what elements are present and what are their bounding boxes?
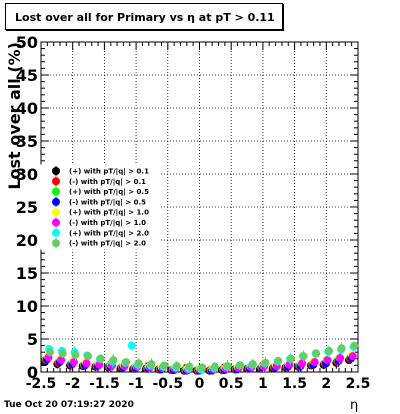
y-tick-label: 5	[27, 330, 38, 349]
y-tick-label: 15	[16, 264, 38, 283]
data-point	[248, 360, 257, 369]
y-tick-label: 35	[16, 132, 38, 151]
data-point	[46, 348, 55, 357]
x-tick-label: 2.5	[346, 376, 371, 392]
x-axis-symbol: η	[350, 398, 359, 413]
x-tick-label: -0.5	[152, 376, 183, 392]
chart-title: Lost over all for Primary vs η at pT > 0…	[15, 11, 275, 24]
data-point	[147, 360, 156, 369]
legend-label: (-) with pT/|q| > 1.0	[69, 219, 146, 228]
x-tick-label: -1.5	[89, 376, 120, 392]
data-point	[223, 362, 232, 371]
chart-title-box: Lost over all for Primary vs η at pT > 0…	[5, 3, 283, 30]
data-point	[57, 356, 66, 365]
data-point	[299, 352, 308, 361]
y-tick-label: 50	[16, 33, 38, 52]
legend-label: (+) with pT/|q| > 0.1	[69, 168, 149, 177]
data-points	[40, 341, 359, 375]
legend-label: (+) with pT/|q| > 0.5	[69, 188, 149, 197]
legend-label: (-) with pT/|q| > 2.0	[69, 240, 146, 249]
y-tick-label: 30	[16, 165, 38, 184]
data-point	[310, 358, 319, 367]
data-point	[58, 349, 67, 358]
timestamp: Tue Oct 20 07:19:27 2020	[4, 400, 134, 410]
x-tick-label: -2.5	[26, 376, 57, 392]
data-point	[323, 356, 332, 365]
data-point	[198, 363, 207, 372]
y-axis-title: Lost over all (%)	[5, 42, 24, 190]
data-point	[236, 361, 245, 370]
data-point	[69, 358, 78, 367]
x-tick-label: 0.5	[219, 376, 244, 392]
data-point	[350, 341, 359, 350]
legend-label: (-) with pT/|q| > 0.1	[69, 178, 146, 187]
data-point	[210, 362, 219, 371]
data-point	[84, 352, 93, 361]
y-tick-label: 10	[16, 297, 38, 316]
y-tick-label: 40	[16, 99, 38, 118]
data-point	[286, 354, 295, 363]
legend-box	[39, 164, 161, 250]
x-tick-label: 1	[258, 376, 268, 392]
x-tick-label: -2	[65, 376, 81, 392]
data-point	[71, 350, 80, 359]
y-tick-label: 0	[27, 363, 38, 382]
y-tick-label: 25	[16, 198, 38, 217]
data-point	[348, 352, 357, 361]
data-point	[274, 356, 283, 365]
data-point	[127, 341, 136, 350]
data-point	[324, 346, 333, 355]
y-tick-label: 45	[16, 66, 38, 85]
data-point	[298, 359, 307, 368]
x-tick-label: -1	[128, 376, 144, 392]
data-point	[312, 349, 321, 358]
x-tick-label: 2	[321, 376, 331, 392]
data-point	[82, 359, 91, 368]
data-point	[337, 344, 346, 353]
y-tick-label: 20	[16, 231, 38, 250]
data-point	[109, 356, 118, 365]
legend-label: (-) with pT/|q| > 0.5	[69, 198, 146, 207]
data-point	[122, 358, 131, 367]
data-point	[261, 358, 270, 367]
legend-label: (+) with pT/|q| > 2.0	[69, 229, 149, 238]
legend-label: (+) with pT/|q| > 1.0	[69, 209, 149, 218]
data-point	[160, 361, 169, 370]
data-point	[96, 354, 105, 363]
data-point	[336, 354, 345, 363]
data-point	[185, 362, 194, 371]
x-tick-label: 1.5	[282, 376, 307, 392]
data-point	[134, 359, 143, 368]
legend: (+) with pT/|q| > 0.1(-) with pT/|q| > 0…	[39, 164, 161, 250]
x-tick-label: 0	[195, 376, 205, 392]
data-point	[172, 362, 181, 371]
